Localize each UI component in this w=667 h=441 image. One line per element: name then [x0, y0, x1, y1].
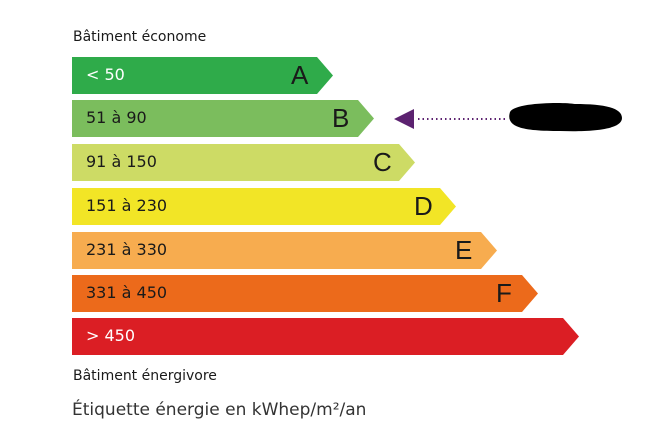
energy-class-bar-G: > 450 — [72, 318, 579, 355]
class-letter: F — [496, 278, 512, 308]
class-range: 151 à 230 — [86, 196, 168, 215]
class-range: 231 à 330 — [86, 240, 168, 259]
energy-class-bar-D: 151 à 230 D — [72, 188, 456, 225]
bottom-label: Bâtiment énergivore — [73, 368, 217, 384]
class-letter: B — [332, 103, 350, 133]
class-range: < 50 — [86, 65, 125, 84]
footer-caption: Étiquette énergie en kWhep/m²/an — [72, 400, 367, 420]
energy-class-bar-A: < 50 A — [72, 57, 333, 94]
class-indicator — [394, 102, 622, 132]
class-range: 331 à 450 — [86, 283, 168, 302]
class-letter: A — [291, 60, 309, 90]
indicator-arrow-icon — [394, 109, 414, 129]
redacted-value — [509, 102, 622, 132]
class-letter: E — [455, 235, 473, 265]
energy-class-bar-B: 51 à 90 B — [72, 100, 374, 137]
class-range: 51 à 90 — [86, 108, 147, 127]
energy-class-bar-E: 231 à 330 E — [72, 232, 497, 269]
energy-class-bar-F: 331 à 450 F — [72, 275, 538, 312]
class-range: > 450 — [86, 326, 136, 345]
class-letter: D — [414, 191, 433, 221]
energy-class-bar-C: 91 à 150 C — [72, 144, 415, 181]
top-label: Bâtiment économe — [73, 29, 207, 45]
class-range: 91 à 150 — [86, 152, 157, 171]
class-letter: C — [373, 147, 392, 177]
